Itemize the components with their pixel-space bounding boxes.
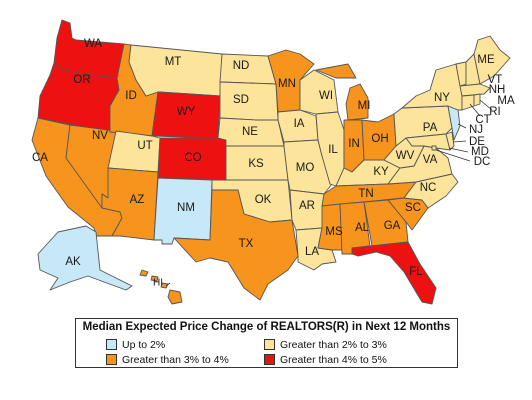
state-ak: [37, 225, 133, 291]
state-mt: [128, 44, 223, 97]
legend-item-4-to-5: Greater than 4% to 5%: [264, 353, 387, 366]
leader-dc: [435, 149, 471, 162]
legend-item-2-to-3: Greater than 2% to 3%: [264, 338, 387, 351]
state-mi: [315, 63, 369, 121]
leader-de: [452, 140, 467, 143]
label-ia: IA: [294, 118, 305, 130]
state-me: [473, 35, 511, 85]
label-id: ID: [125, 90, 137, 102]
label-al: AL: [355, 222, 370, 234]
label-ok: OK: [255, 194, 272, 206]
legend-item-up-to-2: Up to 2%: [106, 338, 165, 351]
label-ct: CT: [475, 114, 490, 126]
label-in: IN: [348, 138, 360, 150]
leader-ri: [479, 99, 493, 111]
state-dc: [431, 145, 437, 151]
state-sd: [219, 81, 279, 121]
label-ar: AR: [299, 200, 315, 212]
label-mt: MT: [165, 56, 182, 68]
label-az: AZ: [130, 194, 145, 206]
state-ct: [461, 94, 475, 111]
legend: Median Expected Price Change of REALTORS…: [75, 318, 458, 368]
label-wa: WA: [84, 38, 102, 50]
legend-swatch-4-to-5: [264, 354, 275, 365]
leader-ct: [469, 103, 481, 117]
label-de: DE: [469, 136, 485, 148]
label-mi: MI: [358, 100, 371, 112]
label-ks: KS: [248, 158, 264, 170]
legend-swatch-3-to-4: [106, 354, 117, 365]
label-ne: NE: [242, 126, 258, 138]
label-or: OR: [73, 74, 90, 86]
label-la: LA: [305, 246, 319, 258]
state-de: [445, 131, 455, 151]
label-wy: WY: [177, 106, 196, 118]
us-map-svg: WA OR CA NV ID MT WY UT AZ CO NM ND SD N…: [31, 19, 515, 305]
legend-swatch-up-to-2: [106, 339, 117, 350]
label-nc: NC: [420, 182, 437, 194]
label-ma: MA: [497, 95, 515, 107]
legend-label-3-to-4: Greater than 3% to 4%: [122, 353, 229, 366]
legend-item-3-to-4: Greater than 3% to 4%: [106, 353, 229, 366]
legend-label-up-to-2: Up to 2%: [122, 338, 166, 351]
leader-md: [448, 147, 469, 153]
label-fl: FL: [409, 266, 423, 278]
label-il: IL: [328, 144, 338, 156]
state-tx: [173, 189, 299, 301]
label-ga: GA: [384, 220, 401, 232]
label-ak: AK: [65, 256, 81, 268]
label-ca: CA: [32, 152, 48, 164]
state-fl: [351, 241, 437, 305]
label-co: CO: [184, 152, 201, 164]
state-ny: [401, 63, 463, 111]
label-ky: KY: [373, 166, 389, 178]
label-tn: TN: [358, 188, 373, 200]
label-mn: MN: [278, 78, 296, 90]
label-ut: UT: [137, 140, 152, 152]
us-map: WA OR CA NV ID MT WY UT AZ CO NM ND SD N…: [31, 19, 515, 305]
label-ri: RI: [489, 106, 501, 118]
leader-nj: [457, 123, 467, 129]
label-nh: NH: [489, 84, 506, 96]
leader-hi: [165, 282, 171, 287]
label-sd: SD: [233, 94, 249, 106]
label-nv: NV: [92, 130, 108, 142]
label-md: MD: [471, 146, 489, 158]
state-ma: [459, 83, 491, 97]
label-wv: WV: [396, 150, 415, 162]
label-tx: TX: [239, 238, 254, 250]
label-dc: DC: [474, 156, 491, 168]
label-ny: NY: [434, 92, 450, 104]
label-vt: VT: [488, 74, 503, 86]
label-oh: OH: [371, 133, 388, 145]
legend-label-2-to-3: Greater than 2% to 3%: [280, 338, 387, 351]
legend-title: Median Expected Price Change of REALTORS…: [82, 321, 451, 333]
label-nd: ND: [233, 60, 250, 72]
state-hi: [139, 269, 183, 305]
label-mo: MO: [296, 162, 315, 174]
label-pa: PA: [423, 122, 438, 134]
label-hi: HI: [153, 278, 163, 289]
label-nm: NM: [177, 202, 195, 214]
label-wi: WI: [319, 90, 333, 102]
label-me: ME: [477, 54, 495, 66]
legend-label-4-to-5: Greater than 4% to 5%: [280, 353, 387, 366]
state-ri: [473, 93, 481, 107]
label-sc: SC: [405, 202, 421, 214]
label-va: VA: [423, 154, 438, 166]
label-ms: MS: [325, 226, 343, 238]
label-nj: NJ: [469, 124, 483, 136]
legend-swatch-2-to-3: [264, 339, 275, 350]
